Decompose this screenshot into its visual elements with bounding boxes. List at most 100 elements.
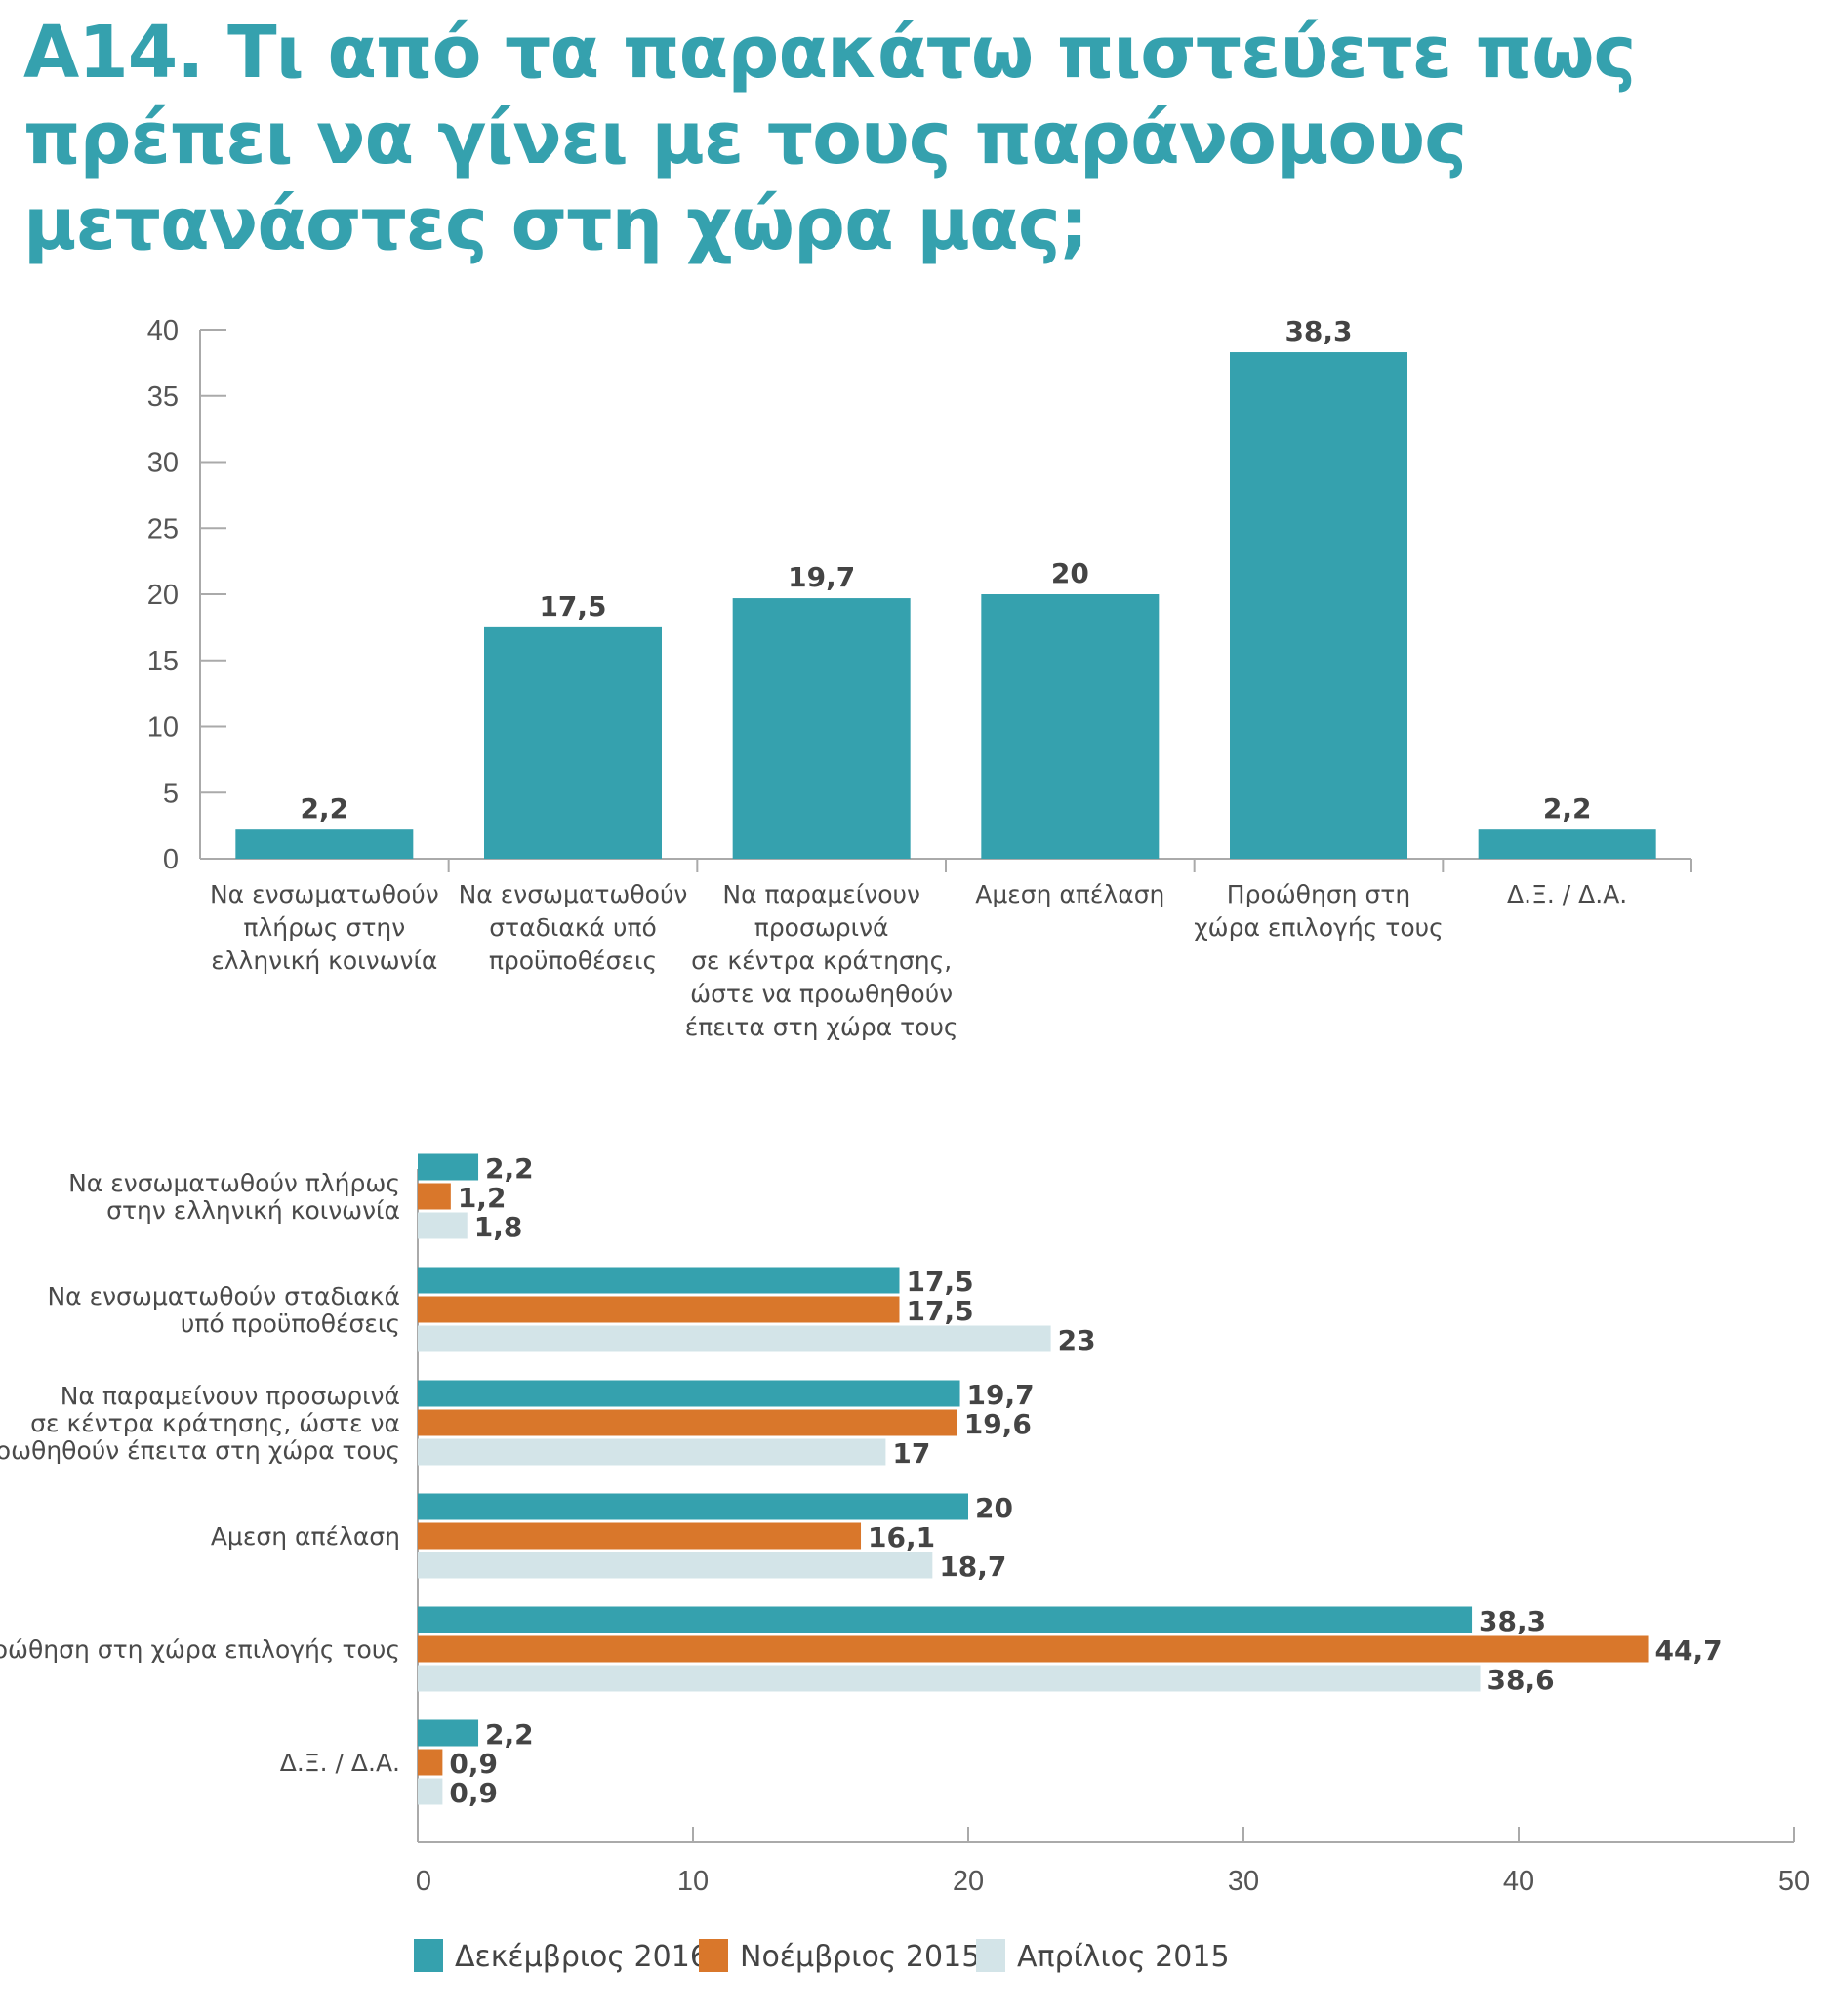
data-label: 19,6 — [964, 1408, 1032, 1440]
vertical-bar-chart: 0 5 10 15 20 25 30 35 40 2,2 Να ενσωματωθούν πλήρως… — [147, 315, 1692, 1041]
bar — [418, 1493, 968, 1520]
title-line-2: πρέπει να γίνει με τους παράνομους — [23, 97, 1467, 181]
bar — [418, 1635, 1649, 1663]
category-label-line: Να ενσωματωθούν πλήρως — [68, 1169, 400, 1197]
bar — [732, 598, 911, 859]
bar — [235, 829, 414, 859]
data-label: 17,5 — [907, 1295, 974, 1327]
bar — [418, 1267, 900, 1294]
data-label: 1,2 — [458, 1182, 507, 1214]
x-tick-label: 10 — [677, 1866, 709, 1897]
category-label-line: Να ενσωματωθούν — [210, 880, 439, 908]
bar — [418, 1409, 957, 1436]
data-label: 17 — [892, 1437, 930, 1470]
data-label: 38,3 — [1284, 315, 1352, 347]
bar — [418, 1380, 960, 1407]
category-label-line: πλήρως στην — [243, 913, 405, 942]
category-label-line: ώστε να προωθηθούν — [690, 980, 953, 1008]
category-label-line: σε κέντρα κράτησης, — [691, 947, 952, 975]
bar — [1478, 829, 1656, 859]
bar — [418, 1212, 468, 1239]
category-label-line: Να ενσωματωθούν σταδιακά — [47, 1282, 400, 1310]
category-label-line: ελληνική κοινωνία — [211, 947, 437, 975]
bar — [418, 1183, 451, 1210]
category-label-line: σε κέντρα κράτησης, ώστε να — [30, 1409, 400, 1437]
category-label: Αμεση απέλαση — [211, 1522, 400, 1551]
data-label: 19,7 — [788, 561, 855, 593]
bar — [418, 1778, 443, 1805]
category-label: Να ενσωματωθούν πλήρως στην ελληνική κοινω… — [210, 880, 439, 975]
page-title: A14. Τι από τα παρακάτω πιστεύετε πως πρ… — [23, 10, 1800, 267]
bar — [418, 1325, 1051, 1352]
bar — [418, 1153, 479, 1181]
data-label: 23 — [1058, 1324, 1096, 1356]
title-line-1: A14. Τι από τα παρακάτω πιστεύετε πως — [23, 11, 1636, 95]
legend-label: Δεκέμβριος 2016 — [455, 1940, 709, 1974]
category-label-line: υπό προϋποθέσεις — [181, 1310, 400, 1338]
category-label-line: έπειτα στη χώρα τους — [685, 1013, 958, 1041]
category-label: Να ενσωματωθούν σταδιακά υπό προϋποθέσεις — [459, 880, 688, 975]
category-label-line: Να παραμείνουν — [722, 880, 920, 908]
category-label-line: Να παραμείνουν προσωρινά — [61, 1382, 400, 1410]
category-label-line: Προώθηση στη — [1227, 880, 1410, 908]
y-tick-label: 35 — [147, 382, 179, 413]
bar — [418, 1749, 443, 1776]
category-label-line: Δ.Ξ. / Δ.Α. — [1507, 880, 1627, 908]
data-label: 2,2 — [1543, 792, 1592, 825]
title-line-3: μετανάστες στη χώρα μας; — [23, 182, 1088, 266]
data-label: 20 — [975, 1492, 1013, 1524]
data-label: 0,9 — [449, 1748, 498, 1780]
data-label: 2,2 — [301, 792, 349, 825]
horizontal-grouped-bar-chart: 0 10 20 30 40 50 Να ενσωματωθούν πλήρως στην ελ… — [0, 1152, 1810, 1974]
data-label: 18,7 — [939, 1551, 1006, 1583]
category-label-line: προϋποθέσεις — [489, 947, 657, 975]
x-tick-label: 20 — [953, 1866, 984, 1897]
x-tick-label: 50 — [1778, 1866, 1810, 1897]
category-label: Δ.Ξ. / Δ.Α. — [1507, 880, 1627, 908]
data-label: 1,8 — [474, 1211, 523, 1243]
legend-swatch — [699, 1939, 728, 1972]
y-tick-label: 40 — [147, 315, 179, 346]
category-label: Να ενσωματωθούν πλήρως στην ελληνική κοιν… — [68, 1169, 400, 1225]
bar — [418, 1552, 933, 1579]
y-tick-label: 25 — [147, 513, 179, 544]
category-label-line: Να ενσωματωθούν — [459, 880, 688, 908]
category-label: Να παραμείνουν προσωρινά σε κέντρα κράτησ… — [0, 1382, 400, 1465]
x-tick-label: 40 — [1503, 1866, 1534, 1897]
data-label: 17,5 — [539, 590, 606, 623]
y-tick-label: 20 — [147, 580, 179, 611]
data-label: 2,2 — [485, 1152, 534, 1185]
category-label-line: σταδιακά υπό — [489, 913, 657, 942]
data-label: 38,3 — [1479, 1605, 1546, 1637]
bar — [418, 1438, 886, 1466]
category-label-line: προσωρινά — [754, 913, 889, 942]
legend-label: Νοέμβριος 2015 — [740, 1940, 980, 1974]
data-label: 20 — [1051, 557, 1089, 589]
category-label: Να παραμείνουν προσωρινά σε κέντρα κράτηση… — [685, 880, 958, 1041]
category-label-line: προωθηθούν έπειτα στη χώρα τους — [0, 1436, 400, 1465]
y-tick-label: 15 — [147, 646, 179, 677]
category-label: Προώθηση στη χώρα επιλογής τους — [0, 1635, 400, 1664]
category-label: Δ.Ξ. / Δ.Α. — [280, 1749, 400, 1777]
category-label: Αμεση απέλαση — [975, 880, 1164, 908]
category-label: Προώθηση στη χώρα επιλογής τους — [1194, 880, 1444, 942]
legend-swatch — [976, 1939, 1005, 1972]
bar — [418, 1296, 900, 1323]
category-label-line: Δ.Ξ. / Δ.Α. — [280, 1749, 400, 1777]
x-tick-label: 0 — [416, 1866, 431, 1897]
y-tick-label: 10 — [147, 712, 179, 744]
legend-swatch — [414, 1939, 443, 1972]
category-label: Να ενσωματωθούν σταδιακά υπό προϋποθέσεις — [47, 1282, 400, 1338]
y-tick-label: 30 — [147, 448, 179, 479]
bar — [418, 1522, 862, 1550]
y-tick-label: 0 — [163, 844, 179, 875]
data-label: 0,9 — [449, 1777, 498, 1809]
category-label-line: Προώθηση στη χώρα επιλογής τους — [0, 1635, 400, 1664]
category-label-line: στην ελληνική κοινωνία — [106, 1196, 400, 1225]
category-label-line: Αμεση απέλαση — [211, 1522, 400, 1551]
data-label: 16,1 — [868, 1521, 935, 1553]
bar — [418, 1719, 479, 1747]
category-label-line: Αμεση απέλαση — [975, 880, 1164, 908]
legend-label: Απρίλιος 2015 — [1017, 1940, 1230, 1974]
bar — [418, 1665, 1481, 1692]
